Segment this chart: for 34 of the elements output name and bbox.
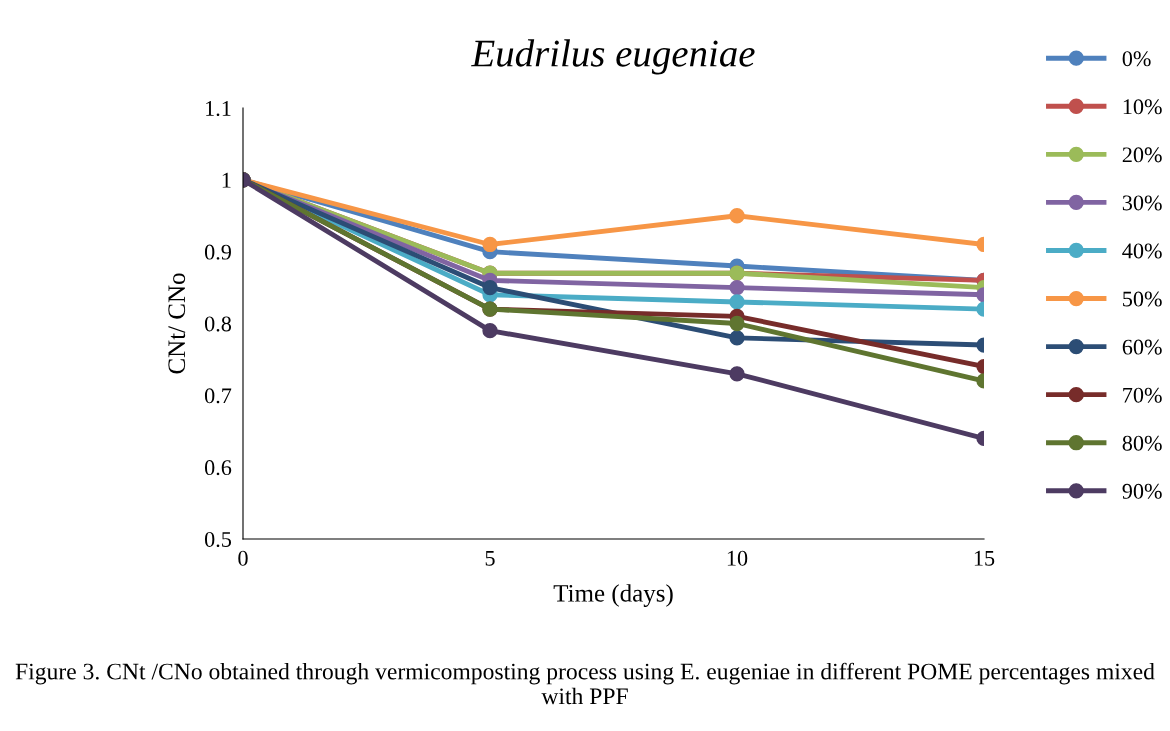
point (729, 330, 745, 346)
legend-label: 10% (1123, 99, 1162, 115)
y-tick-label: 0.8 (204, 316, 232, 332)
point (729, 208, 745, 224)
legend-label: 40% (1122, 243, 1162, 259)
x-tick-label: 10 (727, 550, 748, 566)
y-tick-label: 0.9 (204, 244, 231, 260)
point (482, 236, 498, 253)
y-tick-label: 0.7 (204, 388, 232, 404)
y-tick-label: 0.6 (204, 460, 232, 476)
y-tick-label: 1 (222, 172, 231, 188)
y-axis-title: CNt/ CNo (168, 273, 186, 374)
chart-title: Eudrilus eugeniae (471, 39, 755, 75)
caption: Figure 3. CNt /CNo obtained through vermicomposting process using E. eugeniae in different POME percentages mixed with PPF (15, 662, 1155, 705)
legend-label: 90% (1122, 483, 1162, 499)
legend-label: 80% (1122, 435, 1162, 451)
point (482, 323, 498, 339)
legend-label: 50% (1123, 291, 1162, 307)
legend-label: 30% (1122, 195, 1162, 211)
point (729, 366, 745, 382)
point (729, 315, 745, 332)
legend-label: 0% (1122, 51, 1151, 67)
y-tick-label: 1.1 (206, 101, 231, 117)
y-tick-label: 0.5 (204, 531, 232, 548)
legend-label: 70% (1123, 387, 1162, 403)
x-tick-label: 15 (974, 550, 995, 566)
x-tick-label: 0 (238, 550, 248, 566)
legend-label: 60% (1122, 339, 1162, 355)
legend-label: 20% (1122, 147, 1162, 163)
point (729, 294, 745, 310)
x-tick-label: 5 (485, 550, 495, 566)
point (729, 279, 745, 296)
x-axis-title: Time (days) (553, 584, 673, 607)
point (482, 279, 498, 296)
